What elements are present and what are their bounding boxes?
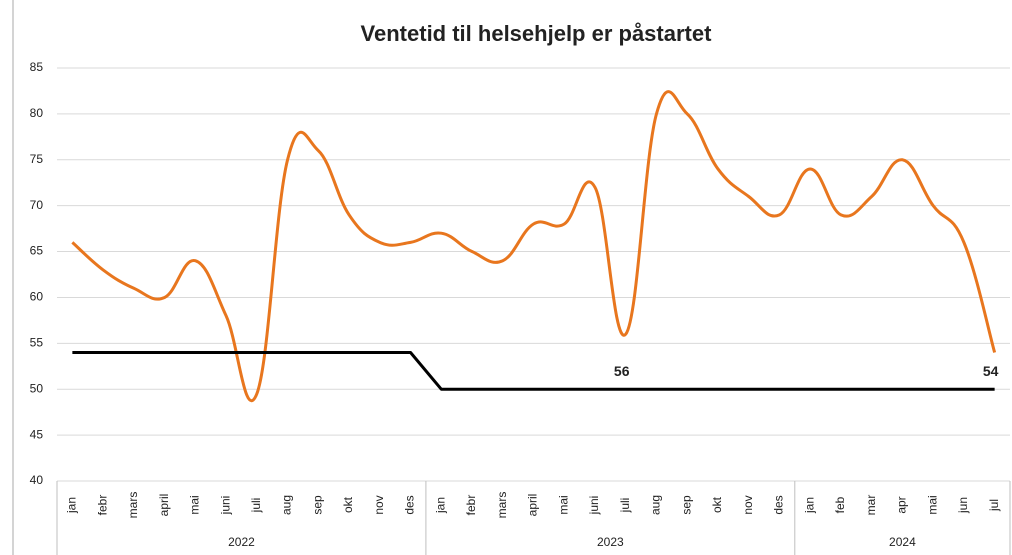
x-tick-label: mars <box>495 492 509 519</box>
series-line <box>72 351 995 391</box>
data-label: 54 <box>983 363 999 379</box>
group-label: 2022 <box>228 535 255 549</box>
x-tick-label: feb <box>833 496 847 513</box>
x-tick-label: mai <box>188 495 202 514</box>
x-tick-label: mars <box>126 492 140 519</box>
x-tick-label: jul <box>987 499 1001 512</box>
x-tick-label: mai <box>556 495 570 514</box>
y-tick-label: 65 <box>30 244 44 258</box>
x-tick-label: jan <box>433 497 447 514</box>
x-tick-label: mai <box>925 495 939 514</box>
y-tick-label: 80 <box>30 106 44 120</box>
x-tick-label: nov <box>372 495 386 514</box>
x-tick-label: apr <box>895 496 909 513</box>
x-tick-label: juni <box>218 496 232 516</box>
x-tick-label: mar <box>864 495 878 516</box>
x-tick-label: jan <box>802 497 816 514</box>
x-tick-label: okt <box>341 496 355 513</box>
group-label: 2023 <box>597 535 624 549</box>
y-tick-label: 40 <box>30 473 44 487</box>
x-tick-label: des <box>403 495 417 514</box>
y-tick-label: 70 <box>30 198 44 212</box>
x-tick-label: aug <box>280 495 294 515</box>
chart-title: Ventetid til helsehjelp er påstartet <box>361 21 713 46</box>
y-tick-label: 50 <box>30 381 44 395</box>
x-tick-label: sep <box>310 495 324 515</box>
x-tick-label: jun <box>956 497 970 514</box>
x-tick-label: juli <box>249 498 263 514</box>
series-line <box>71 90 997 403</box>
data-label: 56 <box>614 363 630 379</box>
x-tick-label: juli <box>618 498 632 514</box>
x-tick-label: april <box>157 494 171 517</box>
x-tick-label: des <box>772 495 786 514</box>
x-tick-label: juni <box>587 496 601 516</box>
y-tick-label: 45 <box>30 427 44 441</box>
x-tick-label: jan <box>65 497 79 514</box>
x-tick-label: aug <box>649 495 663 515</box>
y-tick-label: 55 <box>30 336 44 350</box>
y-tick-label: 75 <box>30 152 44 166</box>
x-tick-label: sep <box>679 495 693 515</box>
x-tick-label: febr <box>464 495 478 516</box>
x-tick-label: okt <box>710 496 724 513</box>
x-tick-label: nov <box>741 495 755 514</box>
y-tick-label: 60 <box>30 290 44 304</box>
x-tick-label: april <box>526 494 540 517</box>
group-label: 2024 <box>889 535 916 549</box>
y-tick-label: 85 <box>30 60 44 74</box>
x-tick-label: febr <box>95 495 109 516</box>
